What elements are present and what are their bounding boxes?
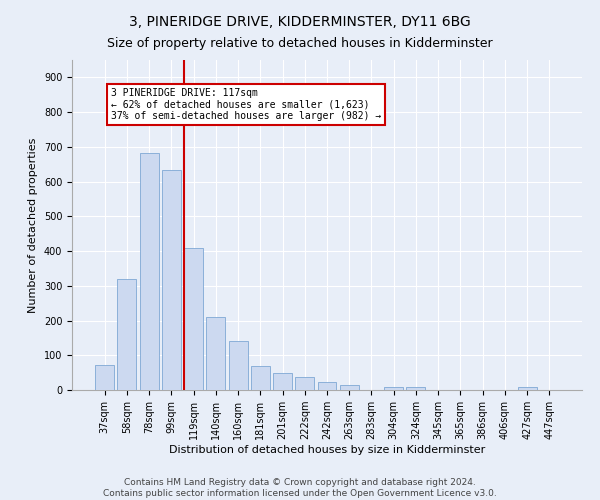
X-axis label: Distribution of detached houses by size in Kidderminster: Distribution of detached houses by size … — [169, 445, 485, 455]
Bar — [162, 170, 181, 390]
Bar — [140, 152, 158, 390]
Text: Contains HM Land Registry data © Crown copyright and database right 2024.
Contai: Contains HM Land Registry data © Crown c… — [103, 478, 497, 498]
Text: 3, PINERIDGE DRIVE, KIDDERMINSTER, DY11 6BG: 3, PINERIDGE DRIVE, KIDDERMINSTER, DY11 … — [129, 15, 471, 29]
Text: 3 PINERIDGE DRIVE: 117sqm
← 62% of detached houses are smaller (1,623)
37% of se: 3 PINERIDGE DRIVE: 117sqm ← 62% of detac… — [112, 88, 382, 121]
Bar — [273, 374, 292, 390]
Bar — [251, 366, 270, 390]
Bar — [340, 386, 359, 390]
Bar — [518, 387, 536, 390]
Bar — [206, 318, 225, 390]
Bar — [229, 342, 248, 390]
Bar — [317, 382, 337, 390]
Y-axis label: Number of detached properties: Number of detached properties — [28, 138, 38, 312]
Bar — [384, 387, 403, 390]
Text: Size of property relative to detached houses in Kidderminster: Size of property relative to detached ho… — [107, 38, 493, 51]
Bar — [95, 365, 114, 390]
Bar — [184, 248, 203, 390]
Bar — [406, 387, 425, 390]
Bar — [118, 279, 136, 390]
Bar — [295, 378, 314, 390]
